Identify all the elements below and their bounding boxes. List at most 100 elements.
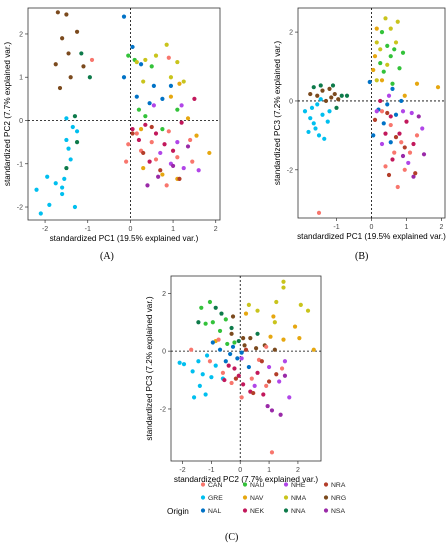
- data-point-gre: [45, 174, 50, 179]
- data-point-nav: [194, 133, 199, 138]
- data-point-gre: [34, 187, 39, 192]
- y-tick-label: -2: [287, 167, 293, 174]
- data-point-gre: [209, 375, 214, 380]
- data-point-nra: [158, 168, 163, 173]
- data-point-can: [190, 159, 195, 164]
- data-point-nrg: [329, 95, 334, 100]
- data-point-nav: [168, 94, 174, 99]
- data-point-nal: [393, 112, 399, 117]
- x-tick-label: -2: [179, 467, 185, 474]
- data-point-nau: [400, 50, 406, 55]
- data-point-nhe: [379, 141, 385, 147]
- data-point-gre: [327, 109, 332, 114]
- data-point-gre: [64, 116, 69, 121]
- data-point-nek: [162, 142, 167, 147]
- data-point-nhe: [239, 356, 244, 361]
- y-axis-label: standardized PC3 (7.2% explained var.): [273, 41, 282, 186]
- data-point-nhe: [266, 364, 272, 370]
- data-point-can: [149, 140, 154, 145]
- data-point-nsa: [269, 408, 275, 413]
- data-point-can: [264, 344, 269, 349]
- data-point-can: [392, 150, 397, 155]
- data-point-nrg: [53, 62, 58, 67]
- data-point-nma: [395, 19, 400, 24]
- data-point-nau: [385, 43, 390, 48]
- legend-label-nal: NAL: [208, 508, 221, 515]
- data-point-nek: [404, 119, 409, 124]
- data-point-nna: [196, 320, 201, 325]
- data-point-nau: [388, 54, 393, 59]
- data-point-nra: [372, 117, 378, 122]
- data-point-can: [383, 164, 388, 169]
- data-point-can: [279, 366, 285, 371]
- data-point-nma: [305, 308, 311, 313]
- legend-label-nhe: NHE: [291, 482, 306, 489]
- data-point-nra: [385, 110, 390, 116]
- data-point-nra: [149, 124, 154, 130]
- data-point-nek: [130, 127, 135, 132]
- data-point-can: [316, 210, 322, 215]
- data-point-nav: [402, 93, 407, 98]
- data-point-gre: [68, 157, 73, 162]
- data-point-can: [207, 359, 213, 364]
- data-point-nal: [246, 364, 251, 370]
- y-tick-label: -2: [160, 406, 166, 413]
- data-point-nal: [388, 140, 393, 145]
- data-point-nrg: [253, 346, 259, 351]
- data-point-nek: [241, 382, 246, 387]
- data-point-can: [229, 380, 234, 386]
- data-point-gre: [62, 176, 67, 181]
- data-point-can: [249, 376, 254, 381]
- data-point-can: [239, 395, 244, 400]
- y-tick-label: 2: [289, 30, 293, 37]
- data-point-nsa: [145, 183, 150, 188]
- data-point-can: [379, 109, 385, 114]
- data-point-nhe: [179, 103, 184, 108]
- data-point-nau: [136, 107, 142, 112]
- data-point-nhe: [175, 140, 180, 145]
- data-point-gre: [197, 383, 202, 388]
- data-point-gre: [60, 191, 65, 197]
- data-point-nek: [261, 392, 266, 397]
- data-point-nrg: [308, 91, 313, 97]
- x-tick-label: 0: [128, 226, 132, 233]
- legend-label-nau: NAU: [250, 482, 264, 489]
- data-point-nav: [281, 337, 286, 342]
- data-point-nma: [393, 40, 399, 45]
- data-point-nek: [226, 363, 231, 368]
- legend-swatch-nna: [283, 508, 289, 513]
- data-point-nma: [153, 53, 159, 58]
- data-point-can: [175, 155, 180, 160]
- data-point-nrg: [241, 336, 246, 341]
- data-point-can: [166, 129, 171, 134]
- data-point-nrg: [230, 314, 236, 319]
- x-tick-label: 0: [238, 467, 242, 474]
- data-point-nal: [239, 350, 244, 355]
- data-point-nal: [235, 356, 240, 361]
- legend-swatch-nek: [242, 508, 248, 513]
- data-point-nra: [413, 171, 418, 176]
- data-point-nhe: [386, 93, 392, 98]
- data-point-nrg: [81, 64, 86, 69]
- data-point-nsa: [416, 114, 421, 119]
- data-point-gre: [316, 133, 322, 138]
- data-point-nrg: [60, 36, 65, 41]
- data-point-gre: [177, 360, 182, 365]
- data-point-nau: [126, 53, 131, 58]
- data-point-nsa: [411, 174, 416, 179]
- data-point-nhe: [196, 168, 201, 173]
- data-point-nhe: [252, 383, 257, 388]
- data-point-gre: [204, 353, 210, 358]
- origin-legend: Origin CAN GRE NAL NAU NAV NEK NHE NMA NNA NRA NRG N…: [167, 482, 346, 516]
- data-point-nal: [385, 102, 390, 107]
- data-point-gre: [191, 395, 197, 400]
- data-point-nra: [177, 176, 182, 181]
- data-point-nra: [266, 379, 272, 384]
- data-point-nav: [435, 85, 441, 90]
- data-point-nrg: [272, 347, 277, 352]
- data-point-nma: [385, 62, 390, 67]
- data-point-nrg: [248, 336, 253, 341]
- data-point-nau: [175, 107, 180, 112]
- x-axis-label: standardized PC1 (19.5% explained var.): [297, 232, 446, 241]
